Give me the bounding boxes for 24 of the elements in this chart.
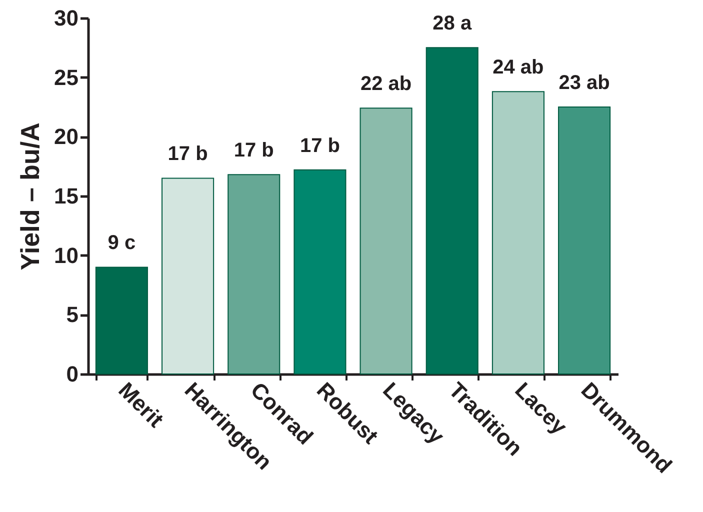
bar bbox=[492, 91, 544, 374]
data-label: 17 b bbox=[168, 143, 208, 166]
bar bbox=[228, 174, 280, 374]
bar bbox=[360, 108, 412, 374]
y-tick-label: 20 bbox=[54, 124, 78, 150]
bar bbox=[162, 178, 214, 374]
data-label: 24 ab bbox=[492, 56, 544, 79]
data-label: 22 ab bbox=[360, 73, 412, 96]
data-label: 28 a bbox=[432, 12, 472, 35]
y-tick-label: 25 bbox=[54, 64, 78, 90]
bar bbox=[95, 266, 148, 374]
y-tick-label: 0 bbox=[66, 362, 78, 386]
data-label: 17 b bbox=[234, 140, 274, 162]
y-axis-title: Yield – bu/A bbox=[15, 122, 46, 270]
bar bbox=[558, 106, 611, 374]
bar bbox=[294, 169, 346, 374]
y-tick-label: 5 bbox=[66, 302, 78, 328]
data-label: 17 b bbox=[300, 134, 340, 157]
y-tick-label: 15 bbox=[54, 184, 78, 208]
y-tick-label: 30 bbox=[54, 6, 78, 30]
data-label: 9 c bbox=[108, 232, 136, 254]
y-tick-label: 10 bbox=[54, 242, 78, 268]
bar bbox=[426, 47, 478, 374]
data-label: 23 ab bbox=[558, 72, 610, 94]
